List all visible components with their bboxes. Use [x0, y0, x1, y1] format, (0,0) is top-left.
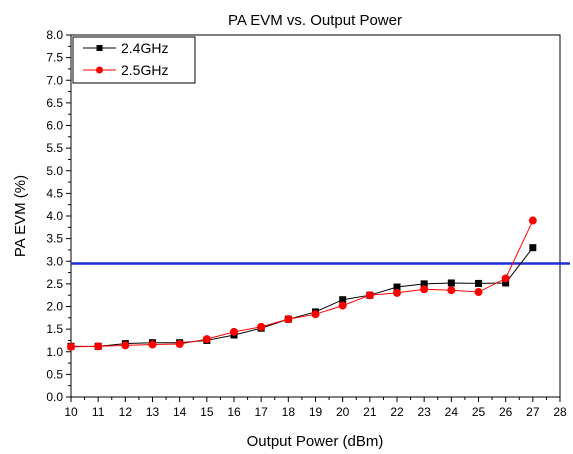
- x-tick-label: 16: [227, 405, 241, 419]
- x-tick-label: 15: [200, 405, 214, 419]
- legend-label-2-5ghz: 2.5GHz: [121, 62, 168, 78]
- x-tick-label: 28: [553, 405, 567, 419]
- data-point-2-5ghz: [311, 310, 320, 319]
- x-tick-label: 14: [173, 405, 187, 419]
- data-point-2-5ghz: [257, 322, 266, 331]
- y-tick-label: 5.0: [46, 164, 63, 178]
- y-tick-label: 3.0: [46, 254, 63, 268]
- y-tick-label: 4.5: [46, 186, 63, 200]
- data-point-2-5ghz: [365, 291, 374, 300]
- y-tick-label: 1.5: [46, 322, 63, 336]
- series-line-2-4ghz: [71, 247, 534, 347]
- y-tick-label: 7.0: [46, 73, 63, 87]
- x-tick-label: 10: [64, 405, 78, 419]
- legend-label-2-4ghz: 2.4GHz: [121, 40, 168, 56]
- x-tick-label: 26: [499, 405, 513, 419]
- data-point-2-4ghz: [420, 280, 428, 288]
- data-point-2-4ghz: [447, 279, 455, 287]
- x-tick-label: 12: [119, 405, 133, 419]
- y-tick-label: 5.5: [46, 141, 63, 155]
- data-point-2-5ghz: [393, 288, 401, 297]
- y-tick-label: 0.5: [46, 367, 63, 381]
- y-tick-label: 7.5: [46, 51, 63, 65]
- y-tick-label: 4.0: [46, 209, 63, 223]
- y-tick-label: 1.0: [46, 345, 63, 359]
- data-point-2-4ghz: [529, 244, 537, 252]
- data-point-2-5ghz: [447, 286, 456, 295]
- data-point-2-5ghz: [284, 315, 293, 324]
- x-tick-label: 24: [445, 405, 459, 419]
- x-tick-label: 23: [417, 405, 431, 419]
- data-point-2-4ghz: [393, 283, 401, 291]
- x-tick-label: 27: [526, 405, 540, 419]
- data-point-2-5ghz: [501, 274, 510, 283]
- data-point-2-5ghz: [474, 288, 483, 297]
- y-tick-label: 3.5: [46, 232, 63, 246]
- data-point-2-5ghz: [420, 285, 429, 294]
- x-tick-label: 18: [282, 405, 296, 419]
- x-tick-label: 11: [92, 405, 105, 419]
- y-tick-label: 2.5: [46, 277, 63, 291]
- y-tick-label: 6.5: [46, 96, 63, 110]
- x-tick-label: 13: [146, 405, 160, 419]
- x-tick-label: 17: [254, 405, 268, 419]
- chart-title: PA EVM vs. Output Power: [228, 12, 402, 29]
- data-point-2-4ghz: [475, 279, 482, 287]
- data-point-2-5ghz: [148, 340, 157, 349]
- x-tick-label: 25: [472, 405, 486, 419]
- legend-box: [72, 36, 196, 84]
- y-tick-label: 8.0: [46, 28, 63, 42]
- x-tick-label: 19: [309, 405, 323, 419]
- data-point-2-5ghz: [338, 301, 347, 310]
- data-point-2-5ghz: [528, 216, 537, 225]
- data-point-2-4ghz: [502, 279, 510, 287]
- plot-area: 10 11 12 13 14 15 16 17 18 19 20 21 22 23 24 25 26 27 28 0.…: [46, 28, 570, 419]
- y-tick-label: 6.0: [46, 119, 63, 133]
- x-tick-label: 20: [336, 405, 350, 419]
- data-point-2-5ghz: [175, 340, 184, 349]
- x-tick-label: 22: [390, 405, 404, 419]
- legend: 2.4GHz 2.5GHz: [72, 36, 196, 84]
- legend-marker-2-5ghz: [96, 66, 103, 74]
- y-tick-label: 0.0: [46, 390, 63, 404]
- data-point-2-5ghz: [67, 342, 75, 351]
- data-point-2-5ghz: [121, 341, 130, 350]
- data-point-2-4ghz: [339, 296, 347, 304]
- y-tick-label: 2.0: [46, 300, 63, 314]
- data-point-2-5ghz: [230, 327, 238, 336]
- x-axis-title: Output Power (dBm): [247, 433, 384, 450]
- data-point-2-5ghz: [94, 342, 103, 351]
- data-point-2-5ghz: [202, 335, 211, 344]
- y-axis-title: PA EVM (%): [12, 175, 29, 257]
- series-line-2-5ghz: [70, 220, 534, 348]
- x-tick-label: 21: [363, 405, 377, 419]
- legend-marker-2-4ghz: [96, 45, 103, 51]
